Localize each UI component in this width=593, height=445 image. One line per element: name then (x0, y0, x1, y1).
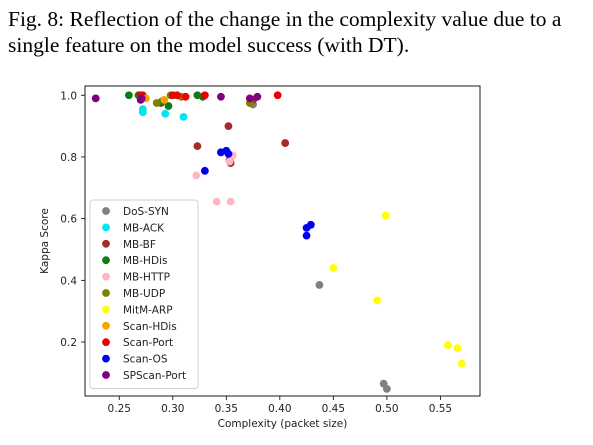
y-tick-label: 0.4 (60, 275, 77, 287)
scatter-point (161, 109, 170, 118)
legend-marker (102, 223, 110, 232)
x-tick-label: 0.55 (429, 403, 452, 415)
scatter-point (315, 281, 324, 289)
x-tick-label: 0.30 (161, 403, 184, 415)
scatter-point (181, 92, 190, 101)
legend-label: MB-BF (123, 239, 156, 251)
legend-label: MB-ACK (123, 222, 165, 234)
x-axis: 0.25 0.30 0.35 0.40 0.45 0.50 0.55 (108, 396, 452, 415)
legend-box (89, 199, 199, 389)
scatter-point (138, 108, 147, 117)
legend-marker (102, 371, 110, 379)
legend-label: MitM-ARP (123, 304, 173, 316)
legend-marker (102, 256, 110, 265)
scatter-point (200, 166, 209, 175)
legend-marker (102, 354, 110, 363)
scatter-point (453, 344, 462, 353)
plot-border (84, 85, 481, 397)
plot-frame (84, 85, 481, 397)
scatter-point (217, 92, 225, 101)
scatter-point (457, 359, 466, 368)
scatter-point (192, 171, 201, 180)
legend-label: Scan-Port (123, 337, 173, 349)
scatter-point (164, 102, 173, 110)
scatter-point (124, 91, 133, 100)
y-axis: 0.2 0.4 0.6 0.8 1.0 (60, 90, 85, 349)
scatter-point (302, 231, 311, 240)
legend-marker (102, 321, 110, 330)
scatter-point (443, 341, 452, 350)
legend-label: MB-HTTP (123, 272, 170, 284)
scatter-point (193, 142, 202, 151)
scatter-point (253, 92, 262, 101)
scatter-point (281, 139, 290, 147)
legend-marker (102, 305, 110, 314)
x-tick-label: 0.45 (322, 403, 345, 415)
scatter-point (329, 264, 338, 272)
legend-marker (102, 272, 110, 281)
scatter-point (212, 197, 221, 206)
scatter-point (136, 95, 145, 104)
y-tick-label: 0.2 (60, 337, 77, 349)
y-axis-label: Kappa Score (39, 208, 51, 274)
scatter-point (225, 157, 234, 166)
legend-label: Scan-OS (123, 354, 168, 366)
legend-label: DoS-SYN (123, 206, 169, 218)
data-points (91, 91, 466, 393)
legend-label: MB-HDis (123, 255, 167, 267)
scatter-point (381, 211, 390, 220)
scatter-point (179, 112, 188, 121)
scatter-point (226, 197, 235, 206)
legend-label: SPScan-Port (123, 370, 186, 382)
y-tick-label: 0.8 (60, 152, 77, 164)
scatter-point (200, 91, 209, 100)
legend-label: MB-UDP (123, 288, 165, 300)
scatter-point (152, 99, 161, 107)
scatter-point (273, 91, 282, 100)
y-tick-label: 1.0 (60, 90, 77, 102)
x-tick-label: 0.40 (268, 403, 291, 415)
scatter-point (173, 91, 181, 100)
legend-marker (102, 289, 110, 297)
x-tick-label: 0.50 (375, 403, 398, 415)
legend-marker (102, 207, 110, 215)
legend-label: Scan-HDis (123, 321, 177, 333)
scatter-point (91, 94, 100, 103)
scatter-point (382, 385, 391, 393)
y-tick-label: 0.6 (60, 214, 77, 226)
scatter-point (224, 122, 233, 130)
legend: DoS-SYN MB-ACK MB-BF MB-HDis MB-HTTP MB-UDP Mi… (89, 199, 199, 389)
scatter-point (373, 296, 382, 305)
legend-marker (102, 239, 110, 248)
legend-marker (102, 338, 110, 347)
scatter-point (306, 220, 315, 229)
scatter-point (224, 149, 233, 158)
x-tick-label: 0.35 (215, 403, 238, 415)
x-tick-label: 0.25 (108, 403, 131, 415)
figure-caption: Fig. 8: Reflection of the change in the … (8, 7, 562, 57)
scatter-point (245, 94, 254, 103)
x-axis-label: Complexity (packet size) (218, 418, 348, 430)
scatter-point (160, 95, 169, 104)
